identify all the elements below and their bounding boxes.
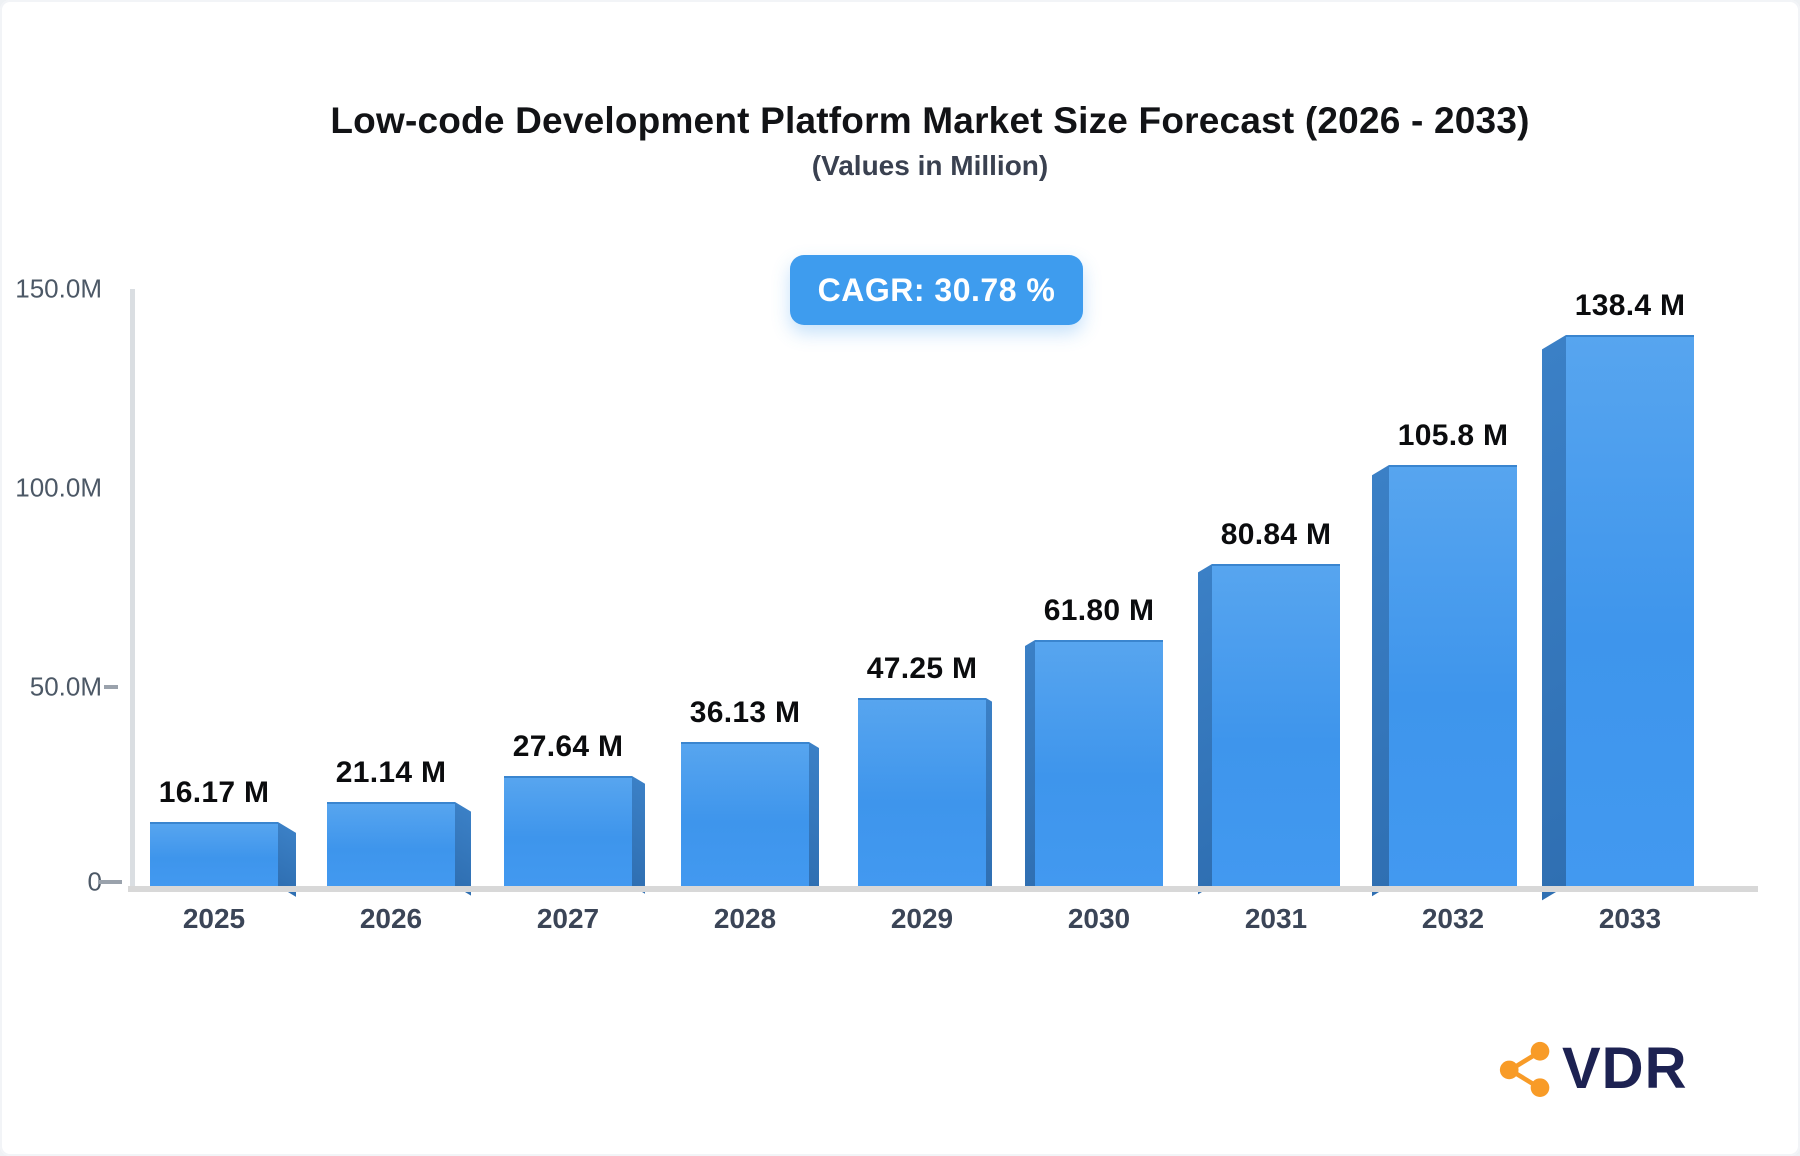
x-axis-label: 2027	[536, 903, 600, 934]
bar-value-label: 105.8 M	[1397, 419, 1509, 452]
x-axis-label: 2026	[359, 903, 423, 934]
bar-2030	[1035, 640, 1163, 886]
bar-value-label: 47.25 M	[866, 652, 978, 685]
y-axis-label: 100.0M	[15, 472, 102, 503]
bar-2027	[504, 776, 632, 886]
x-axis-label: 2032	[1421, 903, 1485, 934]
x-axis-baseline	[128, 886, 1758, 892]
brand-logo: VDR	[1498, 1040, 1687, 1098]
bar-value-label: 21.14 M	[335, 756, 447, 789]
y-axis-label: 150.0M	[15, 273, 102, 304]
bar-2025	[150, 822, 278, 886]
bar-side-face	[809, 742, 819, 893]
cagr-badge: CAGR: 30.78 %	[790, 255, 1083, 325]
x-axis-label: 2030	[1067, 903, 1131, 934]
share-nodes-icon	[1499, 1041, 1550, 1097]
bar-2029	[858, 698, 986, 886]
bar-value-label: 27.64 M	[512, 730, 624, 763]
bar-2026	[327, 802, 455, 886]
bar-2028	[681, 742, 809, 886]
chart-subtitle: (Values in Million)	[811, 150, 1049, 181]
brand-name: VDR	[1562, 1036, 1688, 1101]
x-axis-label: 2031	[1244, 903, 1308, 934]
x-axis-label: 2025	[182, 903, 246, 934]
bar-2033	[1566, 335, 1694, 886]
x-axis-label: 2033	[1598, 903, 1662, 934]
y-axis-line	[130, 289, 135, 892]
chart-title: Low-code Development Platform Market Siz…	[330, 100, 1530, 141]
bar-side-face	[455, 802, 471, 896]
y-axis-label: 0	[87, 866, 102, 897]
bar-value-label: 138.4 M	[1574, 289, 1686, 322]
bar-value-label: 16.17 M	[158, 776, 270, 809]
bar-value-label: 61.80 M	[1043, 594, 1155, 627]
bar-side-face	[632, 776, 645, 894]
x-axis-label: 2028	[713, 903, 777, 934]
bar-value-label: 36.13 M	[689, 696, 801, 729]
bar-2032	[1389, 465, 1517, 886]
y-axis-tick	[98, 880, 122, 884]
bar-2031	[1212, 564, 1340, 886]
y-axis-tick	[104, 685, 118, 689]
bar-value-label: 80.84 M	[1220, 518, 1332, 551]
x-axis-label: 2029	[890, 903, 954, 934]
y-axis-label: 50.0M	[29, 671, 102, 702]
bar-side-face	[986, 698, 992, 890]
